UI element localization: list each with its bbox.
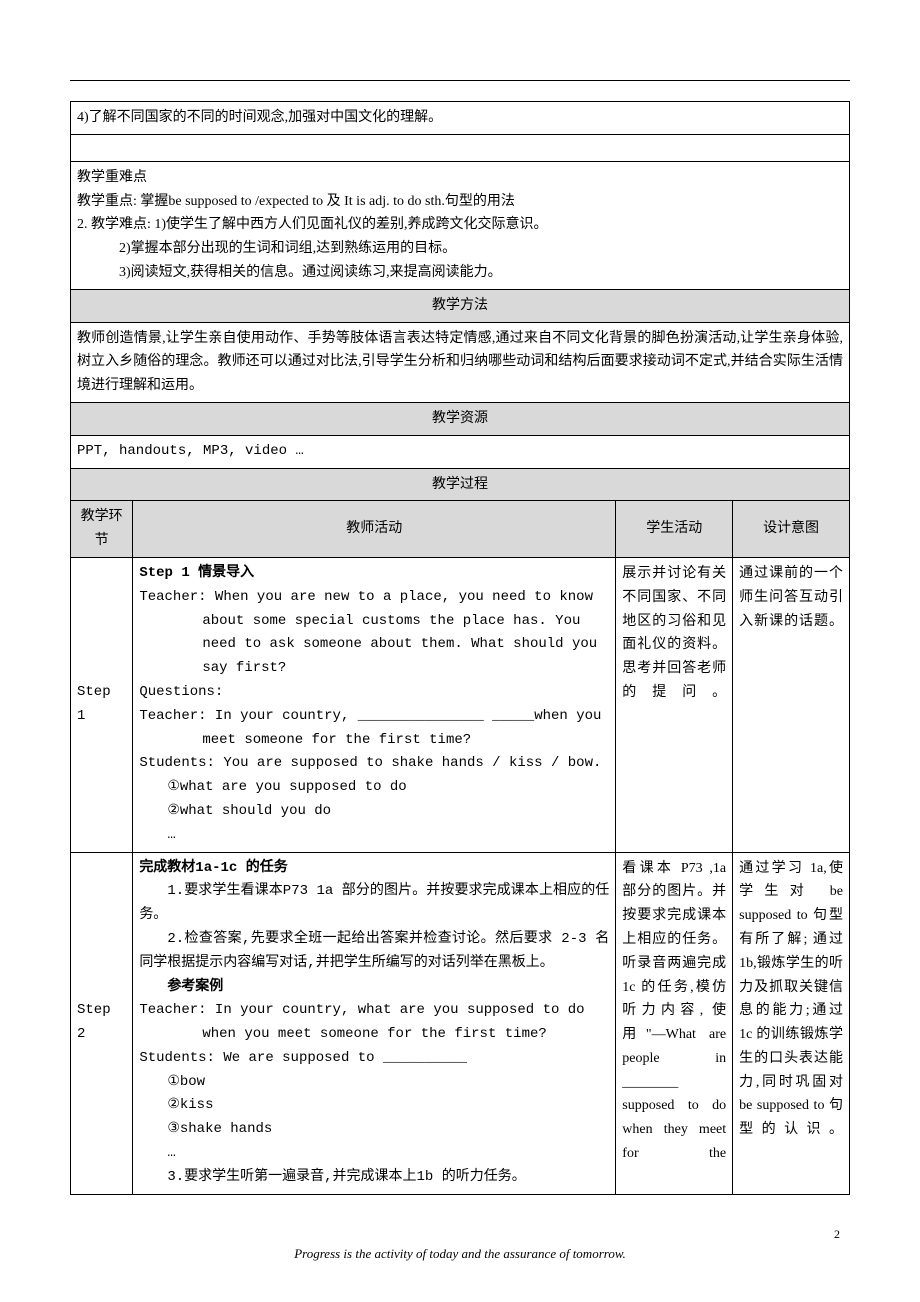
resources-body: PPT, handouts, MP3, video … xyxy=(71,435,850,468)
step2-p2: 2.检查答案,先要求全班一起给出答案并检查讨论。然后要求 2-3 名同学根据提示… xyxy=(139,928,609,976)
step2-teacher: 完成教材1a-1c 的任务 1.要求学生看课本P73 1a 部分的图片。并按要求… xyxy=(133,852,616,1194)
step1-p3: Students: You are supposed to shake hand… xyxy=(139,755,601,771)
table-row: 教学资源 xyxy=(71,402,850,435)
step2-intent: 通过学习 1a,使学生对 be supposed to 句型有所了解; 通过 1… xyxy=(733,852,850,1194)
step2-opt1: ①bow xyxy=(139,1071,609,1095)
spacer-cell xyxy=(71,134,850,161)
col-header-intent: 设计意图 xyxy=(733,501,850,558)
col-header-teacher: 教师活动 xyxy=(133,501,616,558)
hard-item-2: 2)掌握本部分出现的生词和词组,达到熟练运用的目标。 xyxy=(77,237,843,261)
table-row: 4)了解不同国家的不同的时间观念,加强对中国文化的理解。 xyxy=(71,102,850,135)
step1-intent: 通过课前的一个师生问答互动引入新课的话题。 xyxy=(733,557,850,852)
step1-row: Step 1 Step 1 情景导入 Teacher: When you are… xyxy=(71,557,850,852)
step2-row: Step 2 完成教材1a-1c 的任务 1.要求学生看课本P73 1a 部分的… xyxy=(71,852,850,1194)
footer-quote: Progress is the activity of today and th… xyxy=(0,1246,920,1262)
step2-opt4: … xyxy=(139,1142,609,1166)
resources-label: 教学资源 xyxy=(71,402,850,435)
step1-opt3: … xyxy=(139,824,609,848)
col-header-student: 学生活动 xyxy=(616,501,733,558)
step2-title: 完成教材1a-1c 的任务 xyxy=(139,860,287,876)
process-label: 教学过程 xyxy=(71,468,850,501)
page-container: 4)了解不同国家的不同的时间观念,加强对中国文化的理解。 教学重难点 教学重点:… xyxy=(0,0,920,1302)
hard-item-3: 3)阅读短文,获得相关的信息。通过阅读练习,来提高阅读能力。 xyxy=(77,261,843,285)
col-header-stage: 教学环节 xyxy=(71,501,133,558)
step1-p1: Teacher: When you are new to a place, yo… xyxy=(139,586,609,681)
step2-p4: Students: We are supposed to __________ xyxy=(139,1050,467,1066)
step1-label: Step 1 xyxy=(71,557,133,852)
objective-item-4: 4)了解不同国家的不同的时间观念,加强对中国文化的理解。 xyxy=(77,110,442,125)
step2-p5: 3.要求学生听第一遍录音,并完成课本上1b 的听力任务。 xyxy=(139,1166,609,1190)
table-row: 教学重难点 教学重点: 掌握be supposed to /expected t… xyxy=(71,161,850,289)
difficulties-cell: 教学重难点 教学重点: 掌握be supposed to /expected t… xyxy=(71,161,850,289)
table-row: 教师创造情景,让学生亲自使用动作、手势等肢体语言表达特定情感,通过来自不同文化背… xyxy=(71,322,850,402)
hard-item-1: 1)使学生了解中西方人们见面礼仪的差别,养成跨文化交际意识。 xyxy=(154,217,547,232)
objectives-continuation: 4)了解不同国家的不同的时间观念,加强对中国文化的理解。 xyxy=(71,102,850,135)
hard-label: 2. 教学难点: xyxy=(77,217,151,232)
process-header-row: 教学环节 教师活动 学生活动 设计意图 xyxy=(71,501,850,558)
step1-title: Step 1 情景导入 xyxy=(139,565,254,581)
step2-case-label: 参考案例 xyxy=(139,976,609,1000)
lesson-plan-table: 4)了解不同国家的不同的时间观念,加强对中国文化的理解。 教学重难点 教学重点:… xyxy=(70,101,850,1195)
page-number: 2 xyxy=(834,1227,840,1242)
table-row: 教学方法 xyxy=(71,289,850,322)
step1-teacher: Step 1 情景导入 Teacher: When you are new to… xyxy=(133,557,616,852)
step1-questions: Questions: xyxy=(139,684,223,700)
step1-p2: Teacher: In your country, ______________… xyxy=(139,705,609,753)
method-label: 教学方法 xyxy=(71,289,850,322)
table-row: 教学过程 xyxy=(71,468,850,501)
step1-opt2: ②what should you do xyxy=(139,800,609,824)
method-body: 教师创造情景,让学生亲自使用动作、手势等肢体语言表达特定情感,通过来自不同文化背… xyxy=(71,322,850,402)
step1-student: 展示并讨论有关不同国家、不同地区的习俗和见面礼仪的资料。思考并回答老师的提问。 xyxy=(616,557,733,852)
step2-p1: 1.要求学生看课本P73 1a 部分的图片。并按要求完成课本上相应的任务。 xyxy=(139,880,609,928)
key-point: 教学重点: 掌握be supposed to /expected to 及 It… xyxy=(77,194,515,209)
step2-label: Step 2 xyxy=(71,852,133,1194)
step2-opt3: ③shake hands xyxy=(139,1118,609,1142)
step2-student: 看课本 P73 ,1a 部分的图片。并按要求完成课本上相应的任务。听录音两遍完成… xyxy=(616,852,733,1194)
table-row: PPT, handouts, MP3, video … xyxy=(71,435,850,468)
table-row xyxy=(71,134,850,161)
difficulties-title: 教学重难点 xyxy=(77,170,147,185)
step2-opt2: ②kiss xyxy=(139,1094,609,1118)
step2-p3: Teacher: In your country, what are you s… xyxy=(139,999,609,1047)
step1-opt1: ①what are you supposed to do xyxy=(139,776,609,800)
top-rule xyxy=(70,80,850,81)
